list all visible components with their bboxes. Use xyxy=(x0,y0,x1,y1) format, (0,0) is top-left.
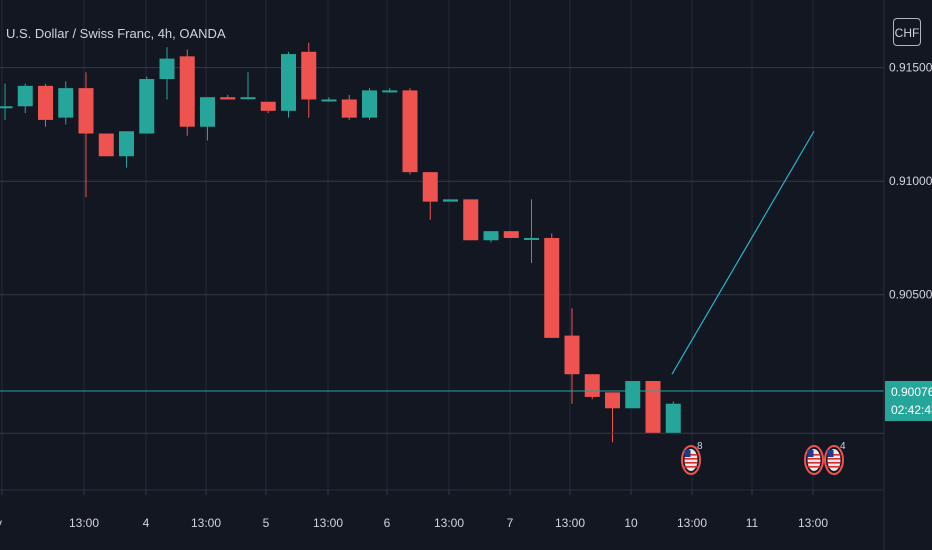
candle-body xyxy=(260,101,276,111)
event-ring xyxy=(804,445,824,475)
x-tick-label: 13:00 xyxy=(191,516,221,530)
y-tick-label: 0.91000 xyxy=(889,174,932,188)
candle-body xyxy=(341,99,357,118)
x-tick-label: 10 xyxy=(624,516,638,530)
candle-body xyxy=(625,381,641,409)
candle-body xyxy=(220,97,236,100)
x-tick-label: 4 xyxy=(143,516,150,530)
event-ring xyxy=(824,445,844,475)
symbol-title[interactable]: U.S. Dollar / Swiss Franc, 4h, OANDA xyxy=(6,26,226,41)
candle-body xyxy=(179,56,195,127)
candle-body xyxy=(281,54,296,111)
x-tick-label: 13:00 xyxy=(677,516,707,530)
candle-body xyxy=(584,374,600,397)
last-price-tag: 0.90076 02:42:43 xyxy=(885,381,932,421)
candle-body xyxy=(78,88,94,134)
x-tick-label: 6 xyxy=(384,516,391,530)
candle-body xyxy=(402,90,418,173)
currency-button[interactable]: CHF xyxy=(893,18,921,46)
candle-body xyxy=(665,403,681,434)
candle-body xyxy=(645,381,661,434)
x-tick-label: ay xyxy=(0,516,2,530)
candle-body xyxy=(139,79,155,134)
candle-body xyxy=(321,99,337,102)
us-flag-icon xyxy=(684,449,698,471)
candle-body xyxy=(564,335,580,375)
economic-event-marker[interactable]: 8 xyxy=(681,441,703,475)
candle-body xyxy=(0,106,13,109)
candle-body xyxy=(463,199,479,241)
candle-body xyxy=(301,51,317,100)
candle-body xyxy=(38,85,53,120)
economic-event-marker[interactable] xyxy=(804,445,824,475)
candle-body xyxy=(382,90,398,93)
event-count: 8 xyxy=(697,441,703,452)
x-tick-label: 7 xyxy=(507,516,514,530)
economic-event-marker[interactable]: 4 xyxy=(824,441,846,475)
candle-body xyxy=(240,97,256,100)
x-tick-label: 13:00 xyxy=(434,516,464,530)
candle-body xyxy=(58,88,74,118)
us-flag-icon xyxy=(807,449,821,471)
x-tick-label: 13:00 xyxy=(798,516,828,530)
event-ring xyxy=(681,445,701,475)
x-tick-label: 13:00 xyxy=(555,516,585,530)
x-tick-label: 13:00 xyxy=(69,516,99,530)
y-tick-label: 0.90500 xyxy=(889,288,932,302)
grid-layer xyxy=(0,0,884,490)
event-count: 4 xyxy=(840,441,846,452)
overlay-layer xyxy=(0,130,884,434)
x-tick-label: 13:00 xyxy=(313,516,343,530)
candle-body xyxy=(503,231,519,238)
candle-body xyxy=(483,231,499,241)
y-tick-label: 0.91500 xyxy=(889,61,932,75)
us-flag-icon xyxy=(827,449,841,471)
candle-body xyxy=(362,90,377,118)
candles-layer xyxy=(0,42,681,443)
candle-body xyxy=(119,131,134,157)
x-tick-label: 11 xyxy=(746,516,759,530)
candle-body xyxy=(98,133,114,157)
candle-body xyxy=(524,237,539,240)
candle-body xyxy=(17,85,33,107)
candle-body xyxy=(544,237,560,338)
x-tick-label: 5 xyxy=(263,516,270,530)
bar-countdown: 02:42:43 xyxy=(891,403,932,417)
projection-line[interactable] xyxy=(671,130,815,375)
candle-body xyxy=(605,392,620,409)
candle-body xyxy=(159,58,175,80)
candle-body xyxy=(443,199,458,202)
last-price-value: 0.90076 xyxy=(891,385,932,399)
candle-body xyxy=(200,97,215,127)
candle-body xyxy=(422,172,438,202)
